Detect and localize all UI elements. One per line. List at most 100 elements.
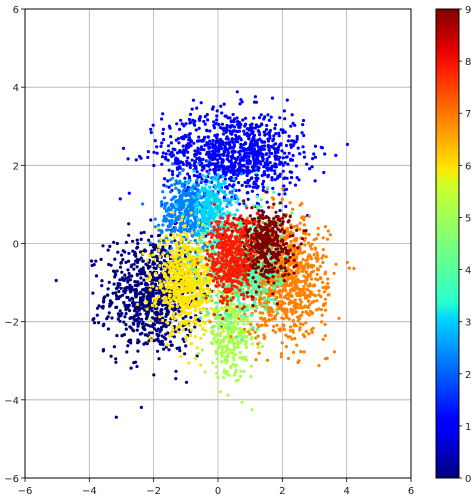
scatter-point <box>230 132 234 136</box>
scatter-point <box>151 291 155 295</box>
scatter-point <box>152 150 156 154</box>
scatter-point <box>270 164 274 168</box>
scatter-point <box>319 145 323 149</box>
scatter-point <box>250 122 254 126</box>
scatter-point <box>272 146 276 151</box>
scatter-point <box>314 247 318 251</box>
scatter-point <box>252 158 256 162</box>
scatter-point <box>301 123 305 127</box>
scatter-point <box>291 143 295 148</box>
scatter-point <box>207 154 211 158</box>
scatter-point <box>207 164 211 168</box>
scatter-point <box>162 138 166 142</box>
scatter-point <box>183 224 187 228</box>
scatter-point <box>112 240 116 244</box>
scatter-point <box>201 157 205 161</box>
scatter-point <box>132 267 136 271</box>
scatter-point <box>184 380 189 384</box>
scatter-point <box>234 363 239 367</box>
scatter-point <box>323 152 327 156</box>
scatter-point <box>181 277 186 281</box>
scatter-point <box>152 339 156 343</box>
scatter-point <box>192 169 196 173</box>
scatter-point <box>280 307 284 311</box>
scatter-point <box>215 118 219 122</box>
scatter-point <box>313 155 317 159</box>
scatter-point <box>278 143 282 147</box>
scatter-point <box>149 130 153 135</box>
scatter-point <box>225 185 229 189</box>
scatter-point <box>214 164 218 169</box>
scatter-point <box>185 252 189 257</box>
scatter-point <box>168 340 173 344</box>
scatter-point <box>168 224 172 228</box>
scatter-point <box>163 243 167 247</box>
scatter-point <box>157 302 161 306</box>
scatter-point <box>228 143 232 147</box>
scatter-point <box>175 151 180 155</box>
scatter-point <box>200 348 204 352</box>
scatter-point <box>205 113 209 117</box>
scatter-point <box>281 169 285 173</box>
scatter-point <box>224 141 229 145</box>
scatter-point <box>283 176 287 180</box>
scatter-point <box>101 244 105 248</box>
scatter-point <box>172 288 176 292</box>
scatter-point <box>124 312 128 316</box>
scatter-point <box>231 192 235 196</box>
scatter-point <box>165 292 169 296</box>
scatter-point <box>145 311 149 315</box>
scatter-point <box>243 355 247 359</box>
scatter-point <box>181 286 185 290</box>
scatter-point <box>207 205 211 209</box>
scatter-point <box>252 133 257 137</box>
scatter-point <box>174 377 178 381</box>
scatter-point <box>101 300 106 304</box>
scatter-point <box>264 128 269 132</box>
scatter-point <box>225 197 229 202</box>
scatter-point <box>148 275 153 279</box>
scatter-point <box>309 247 314 251</box>
scatter-point <box>283 117 287 121</box>
scatter-point <box>253 309 258 313</box>
scatter-point <box>292 139 296 143</box>
scatter-point <box>163 295 167 299</box>
scatter-point <box>250 342 254 346</box>
scatter-point <box>205 245 209 249</box>
scatter-point <box>314 277 318 281</box>
scatter-point <box>115 241 119 246</box>
scatter-point <box>165 343 169 347</box>
scatter-point <box>159 300 163 304</box>
scatter-point <box>271 328 275 332</box>
scatter-point <box>236 155 240 159</box>
scatter-point <box>228 183 232 187</box>
scatter-point <box>121 333 125 337</box>
scatter-point <box>289 325 293 329</box>
scatter-point <box>235 90 239 94</box>
scatter-point <box>250 131 255 135</box>
scatter-point <box>190 231 194 235</box>
scatter-point <box>215 321 219 325</box>
scatter-point <box>186 288 190 293</box>
scatter-point <box>220 207 224 211</box>
scatter-point <box>334 262 338 266</box>
scatter-point <box>151 284 155 288</box>
scatter-point <box>139 231 143 235</box>
scatter-point <box>141 320 145 324</box>
scatter-point <box>138 272 143 276</box>
scatter-point <box>161 223 165 227</box>
scatter-point <box>271 310 275 314</box>
scatter-point <box>170 316 174 320</box>
scatter-point <box>231 355 235 359</box>
scatter-point <box>239 98 243 102</box>
scatter-point <box>189 144 193 148</box>
scatter-point <box>293 336 297 341</box>
scatter-point <box>181 205 185 209</box>
scatter-point <box>229 190 233 194</box>
scatter-point <box>100 305 104 309</box>
scatter-point <box>255 143 259 147</box>
scatter-point <box>210 307 214 311</box>
scatter-point <box>167 185 171 189</box>
scatter-point <box>182 192 186 196</box>
scatter-point <box>207 171 211 175</box>
